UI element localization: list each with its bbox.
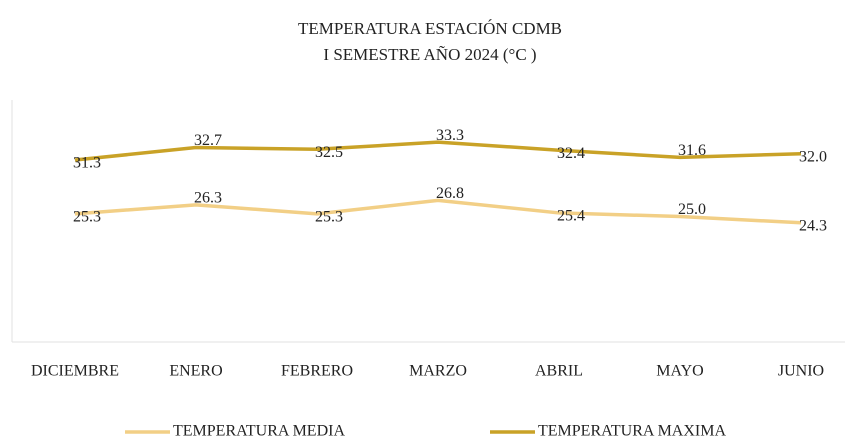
- x-tick-label: ENERO: [169, 363, 222, 380]
- legend-label: TEMPERATURA MEDIA: [173, 423, 345, 440]
- data-label: 25.4: [557, 208, 585, 225]
- series-line: [74, 140, 802, 162]
- data-label: 33.3: [436, 127, 464, 144]
- data-label: 25.3: [315, 209, 343, 226]
- data-label: 24.3: [799, 217, 827, 234]
- x-tick-label: MAYO: [656, 363, 703, 380]
- data-label: 31.3: [73, 155, 101, 172]
- data-label: 31.6: [678, 142, 706, 159]
- data-label: 26.8: [436, 185, 464, 202]
- legend-label: TEMPERATURA MAXIMA: [538, 423, 726, 440]
- data-label: 32.0: [799, 148, 827, 165]
- series-line: [74, 198, 802, 225]
- chart-subtitle: I SEMESTRE AÑO 2024 (°C ): [323, 45, 536, 64]
- x-tick-label: DICIEMBRE: [31, 363, 119, 380]
- data-label: 26.3: [194, 190, 222, 207]
- data-label: 32.4: [557, 145, 585, 162]
- chart-title: TEMPERATURA ESTACIÓN CDMB: [298, 19, 562, 38]
- data-label: 32.5: [315, 144, 343, 161]
- data-label: 25.3: [73, 209, 101, 226]
- x-tick-label: ABRIL: [535, 363, 583, 380]
- x-tick-label: JUNIO: [778, 363, 824, 380]
- x-tick-label: MARZO: [409, 363, 467, 380]
- x-tick-label: FEBRERO: [281, 363, 353, 380]
- data-label: 25.0: [678, 201, 706, 218]
- data-label: 32.7: [194, 132, 222, 149]
